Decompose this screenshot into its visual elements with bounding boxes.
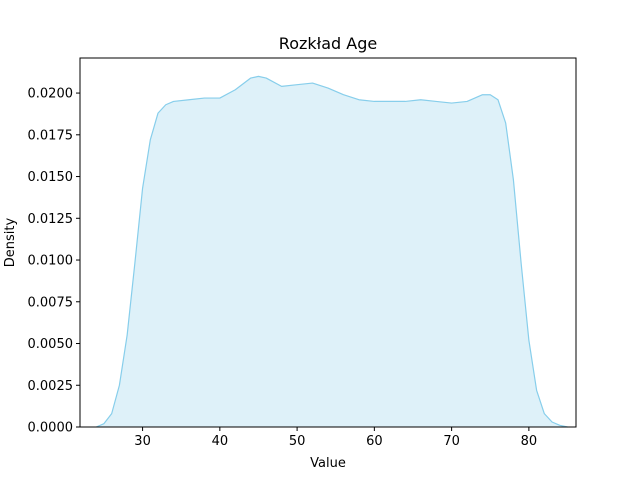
y-tick-label: 0.0100 bbox=[28, 254, 74, 269]
density-area-0 bbox=[96, 76, 568, 428]
density-line-0 bbox=[95, 75, 568, 428]
x-tick-label: 50 bbox=[289, 434, 306, 449]
y-tick-label: 0.0125 bbox=[28, 212, 74, 227]
x-axis-label: Value bbox=[310, 456, 346, 471]
y-tick-label: 0.0200 bbox=[28, 87, 74, 102]
x-axis: 30 40 50 60 70 80 bbox=[134, 427, 537, 449]
x-tick-label: 60 bbox=[366, 434, 383, 449]
y-tick-label: 0.0150 bbox=[28, 170, 74, 185]
plot-layer bbox=[95, 75, 568, 428]
y-axis: 0.0000 0.0025 0.0050 0.0075 0.0100 0.0125 0.01… bbox=[28, 87, 80, 436]
y-tick-label: 0.0025 bbox=[28, 379, 74, 394]
y-axis-label: Density bbox=[3, 217, 18, 267]
x-tick-label: 30 bbox=[134, 434, 151, 449]
y-tick-label: 0.0175 bbox=[28, 128, 74, 143]
x-tick-label: 70 bbox=[443, 434, 460, 449]
x-tick-label: 80 bbox=[521, 434, 538, 449]
y-tick-label: 0.0000 bbox=[28, 421, 74, 436]
plot-frame bbox=[79, 57, 577, 428]
y-tick-label: 0.0075 bbox=[28, 295, 74, 310]
x-tick-label: 40 bbox=[212, 434, 229, 449]
chart-title: Rozkład Age bbox=[279, 34, 377, 53]
y-tick-label: 0.0050 bbox=[28, 337, 74, 352]
